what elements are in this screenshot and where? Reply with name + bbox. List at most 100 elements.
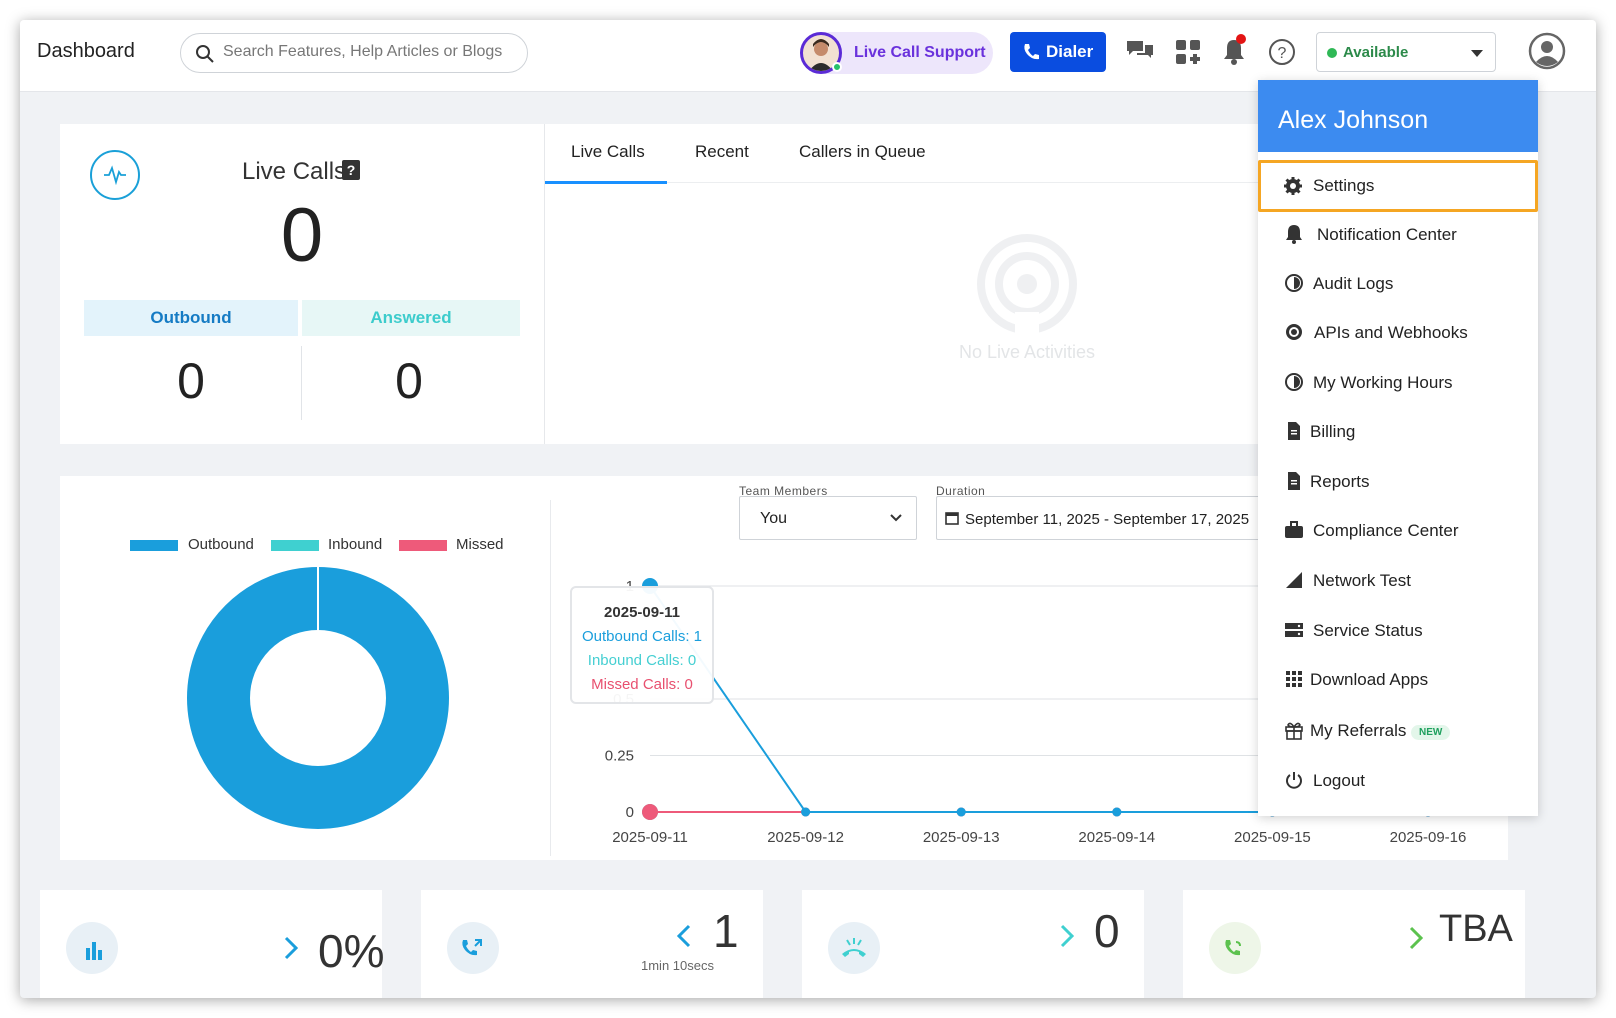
menu-label: Logout bbox=[1313, 771, 1365, 790]
bar-chart-icon bbox=[66, 922, 118, 974]
support-agent-avatar bbox=[800, 32, 842, 74]
stat-card-missed[interactable]: 0 bbox=[802, 890, 1144, 998]
search-icon bbox=[196, 45, 214, 63]
stat-card-percentage[interactable]: 0% bbox=[40, 890, 385, 998]
menu-label: Notification Center bbox=[1317, 225, 1457, 244]
team-members-select[interactable]: You bbox=[739, 496, 917, 540]
question-icon[interactable]: ? bbox=[342, 160, 360, 180]
duration-value: September 11, 2025 - September 17, 2025 bbox=[965, 511, 1250, 528]
outbound-tab[interactable]: Outbound bbox=[84, 300, 298, 336]
empty-state-text: No Live Activities bbox=[958, 342, 1096, 362]
tooltip-outbound: Outbound Calls: 1 bbox=[581, 628, 703, 645]
stat-card-outbound[interactable]: 1 1min 10secs bbox=[421, 890, 763, 998]
menu-item-apis-webhooks[interactable]: APIs and Webhooks bbox=[1258, 308, 1538, 356]
data-point-missed[interactable] bbox=[642, 804, 658, 820]
chevron-down-icon bbox=[890, 514, 902, 522]
tooltip-date: 2025-09-11 bbox=[604, 604, 680, 621]
menu-item-notification-center[interactable]: Notification Center bbox=[1258, 210, 1538, 258]
app-window: Dashboard Live Call Support bbox=[20, 20, 1596, 998]
menu-item-billing[interactable]: Billing bbox=[1258, 407, 1538, 455]
document-icon bbox=[1288, 472, 1300, 490]
online-indicator bbox=[832, 62, 842, 72]
dialer-label: Dialer bbox=[1046, 42, 1094, 61]
phone-icon bbox=[1024, 44, 1039, 60]
menu-item-audit-logs[interactable]: Audit Logs bbox=[1258, 259, 1538, 307]
svg-text:?: ? bbox=[1278, 45, 1287, 62]
help-icon[interactable]: ? bbox=[1266, 36, 1298, 68]
pulse-icon bbox=[90, 150, 140, 200]
menu-item-reports[interactable]: Reports bbox=[1258, 457, 1538, 505]
menu-label: My Referrals bbox=[1310, 721, 1407, 740]
top-bar: Dashboard Live Call Support bbox=[20, 20, 1596, 92]
x-tick-label: 2025-09-15 bbox=[1234, 829, 1311, 846]
menu-label: Service Status bbox=[1313, 621, 1423, 640]
availability-select[interactable]: Available bbox=[1316, 32, 1496, 72]
menu-label: Audit Logs bbox=[1313, 274, 1394, 293]
legend-outbound[interactable]: Outbound bbox=[188, 536, 254, 553]
chevron-left-icon bbox=[677, 924, 691, 948]
stat-card-tba[interactable]: TBA bbox=[1183, 890, 1525, 998]
legend-inbound[interactable]: Inbound bbox=[328, 536, 383, 553]
data-point-outbound[interactable] bbox=[956, 807, 966, 817]
answered-tab[interactable]: Answered bbox=[302, 300, 520, 336]
user-avatar-icon[interactable] bbox=[1528, 32, 1566, 70]
missed-call-icon bbox=[828, 922, 880, 974]
menu-item-logout[interactable]: Logout bbox=[1258, 756, 1538, 804]
x-tick-label: 2025-09-16 bbox=[1390, 829, 1467, 846]
dialer-button[interactable]: Dialer bbox=[1010, 32, 1106, 72]
menu-item-settings[interactable]: Settings bbox=[1258, 160, 1538, 212]
chevron-right-icon bbox=[284, 936, 298, 960]
menu-label: Settings bbox=[1313, 176, 1375, 195]
user-name: Alex Johnson bbox=[1278, 106, 1429, 134]
legend-swatch-outbound bbox=[130, 540, 178, 551]
stat-subtext: 1min 10secs bbox=[641, 958, 714, 973]
team-members-label: Team Members bbox=[739, 484, 828, 498]
menu-label: Compliance Center bbox=[1313, 521, 1459, 540]
live-call-support-button[interactable]: Live Call Support bbox=[800, 32, 993, 74]
tooltip-inbound: Inbound Calls: 0 bbox=[587, 652, 697, 669]
activity-card: Live Calls Recent Callers in Queue No Li… bbox=[544, 124, 1275, 444]
live-calls-count: 0 bbox=[280, 193, 324, 278]
tab-recent[interactable]: Recent bbox=[695, 142, 749, 161]
clock-icon bbox=[1285, 373, 1303, 391]
live-calls-card: Live Calls ? 0 Outbound Answered 0 0 bbox=[60, 124, 544, 444]
legend-swatch-missed bbox=[399, 540, 447, 551]
notification-dot bbox=[1236, 34, 1246, 44]
bell-icon bbox=[1224, 40, 1244, 65]
chart-tooltip: 2025-09-11 Outbound Calls: 1 Inbound Cal… bbox=[570, 586, 714, 704]
menu-item-compliance-center[interactable]: Compliance Center bbox=[1258, 506, 1538, 554]
tab-live-calls[interactable]: Live Calls bbox=[571, 142, 645, 161]
signal-icon bbox=[1286, 572, 1302, 588]
data-point-outbound[interactable] bbox=[801, 807, 811, 817]
menu-item-network-test[interactable]: Network Test bbox=[1258, 556, 1538, 604]
duration-label: Duration bbox=[936, 484, 986, 498]
menu-item-download-apps[interactable]: Download Apps bbox=[1258, 655, 1538, 703]
live-calls-title: Live Calls bbox=[242, 158, 347, 185]
document-icon bbox=[1288, 422, 1300, 440]
stat-value: 0% bbox=[318, 925, 385, 977]
grid-icon bbox=[1286, 671, 1302, 687]
status-label: Available bbox=[1343, 44, 1409, 61]
chart-divider bbox=[550, 500, 551, 856]
legend-swatch-inbound bbox=[271, 540, 319, 551]
duration-select[interactable]: September 11, 2025 - September 17, 2025 bbox=[936, 496, 1266, 540]
menu-label: Billing bbox=[1310, 422, 1356, 441]
tab-callers-in-queue[interactable]: Callers in Queue bbox=[799, 142, 926, 161]
chat-icon[interactable] bbox=[1124, 36, 1156, 68]
y-tick-label: 0.25 bbox=[605, 748, 634, 765]
search-input[interactable] bbox=[223, 43, 518, 61]
briefcase-icon bbox=[1285, 521, 1303, 538]
apps-add-icon[interactable] bbox=[1172, 36, 1204, 68]
cog-icon bbox=[1286, 324, 1302, 340]
notifications-button[interactable] bbox=[1218, 34, 1250, 68]
data-point-outbound[interactable] bbox=[1112, 807, 1122, 817]
page-title: Dashboard bbox=[37, 40, 135, 62]
user-menu-header: Alex Johnson bbox=[1258, 80, 1538, 152]
menu-item-working-hours[interactable]: My Working Hours bbox=[1258, 358, 1538, 406]
active-tab-indicator bbox=[545, 181, 667, 184]
menu-item-service-status[interactable]: Service Status bbox=[1258, 606, 1538, 654]
calendar-icon bbox=[945, 512, 959, 525]
search-box[interactable] bbox=[180, 33, 528, 73]
legend-missed[interactable]: Missed bbox=[456, 536, 504, 553]
menu-item-my-referrals[interactable]: My Referrals NEW bbox=[1258, 706, 1538, 754]
